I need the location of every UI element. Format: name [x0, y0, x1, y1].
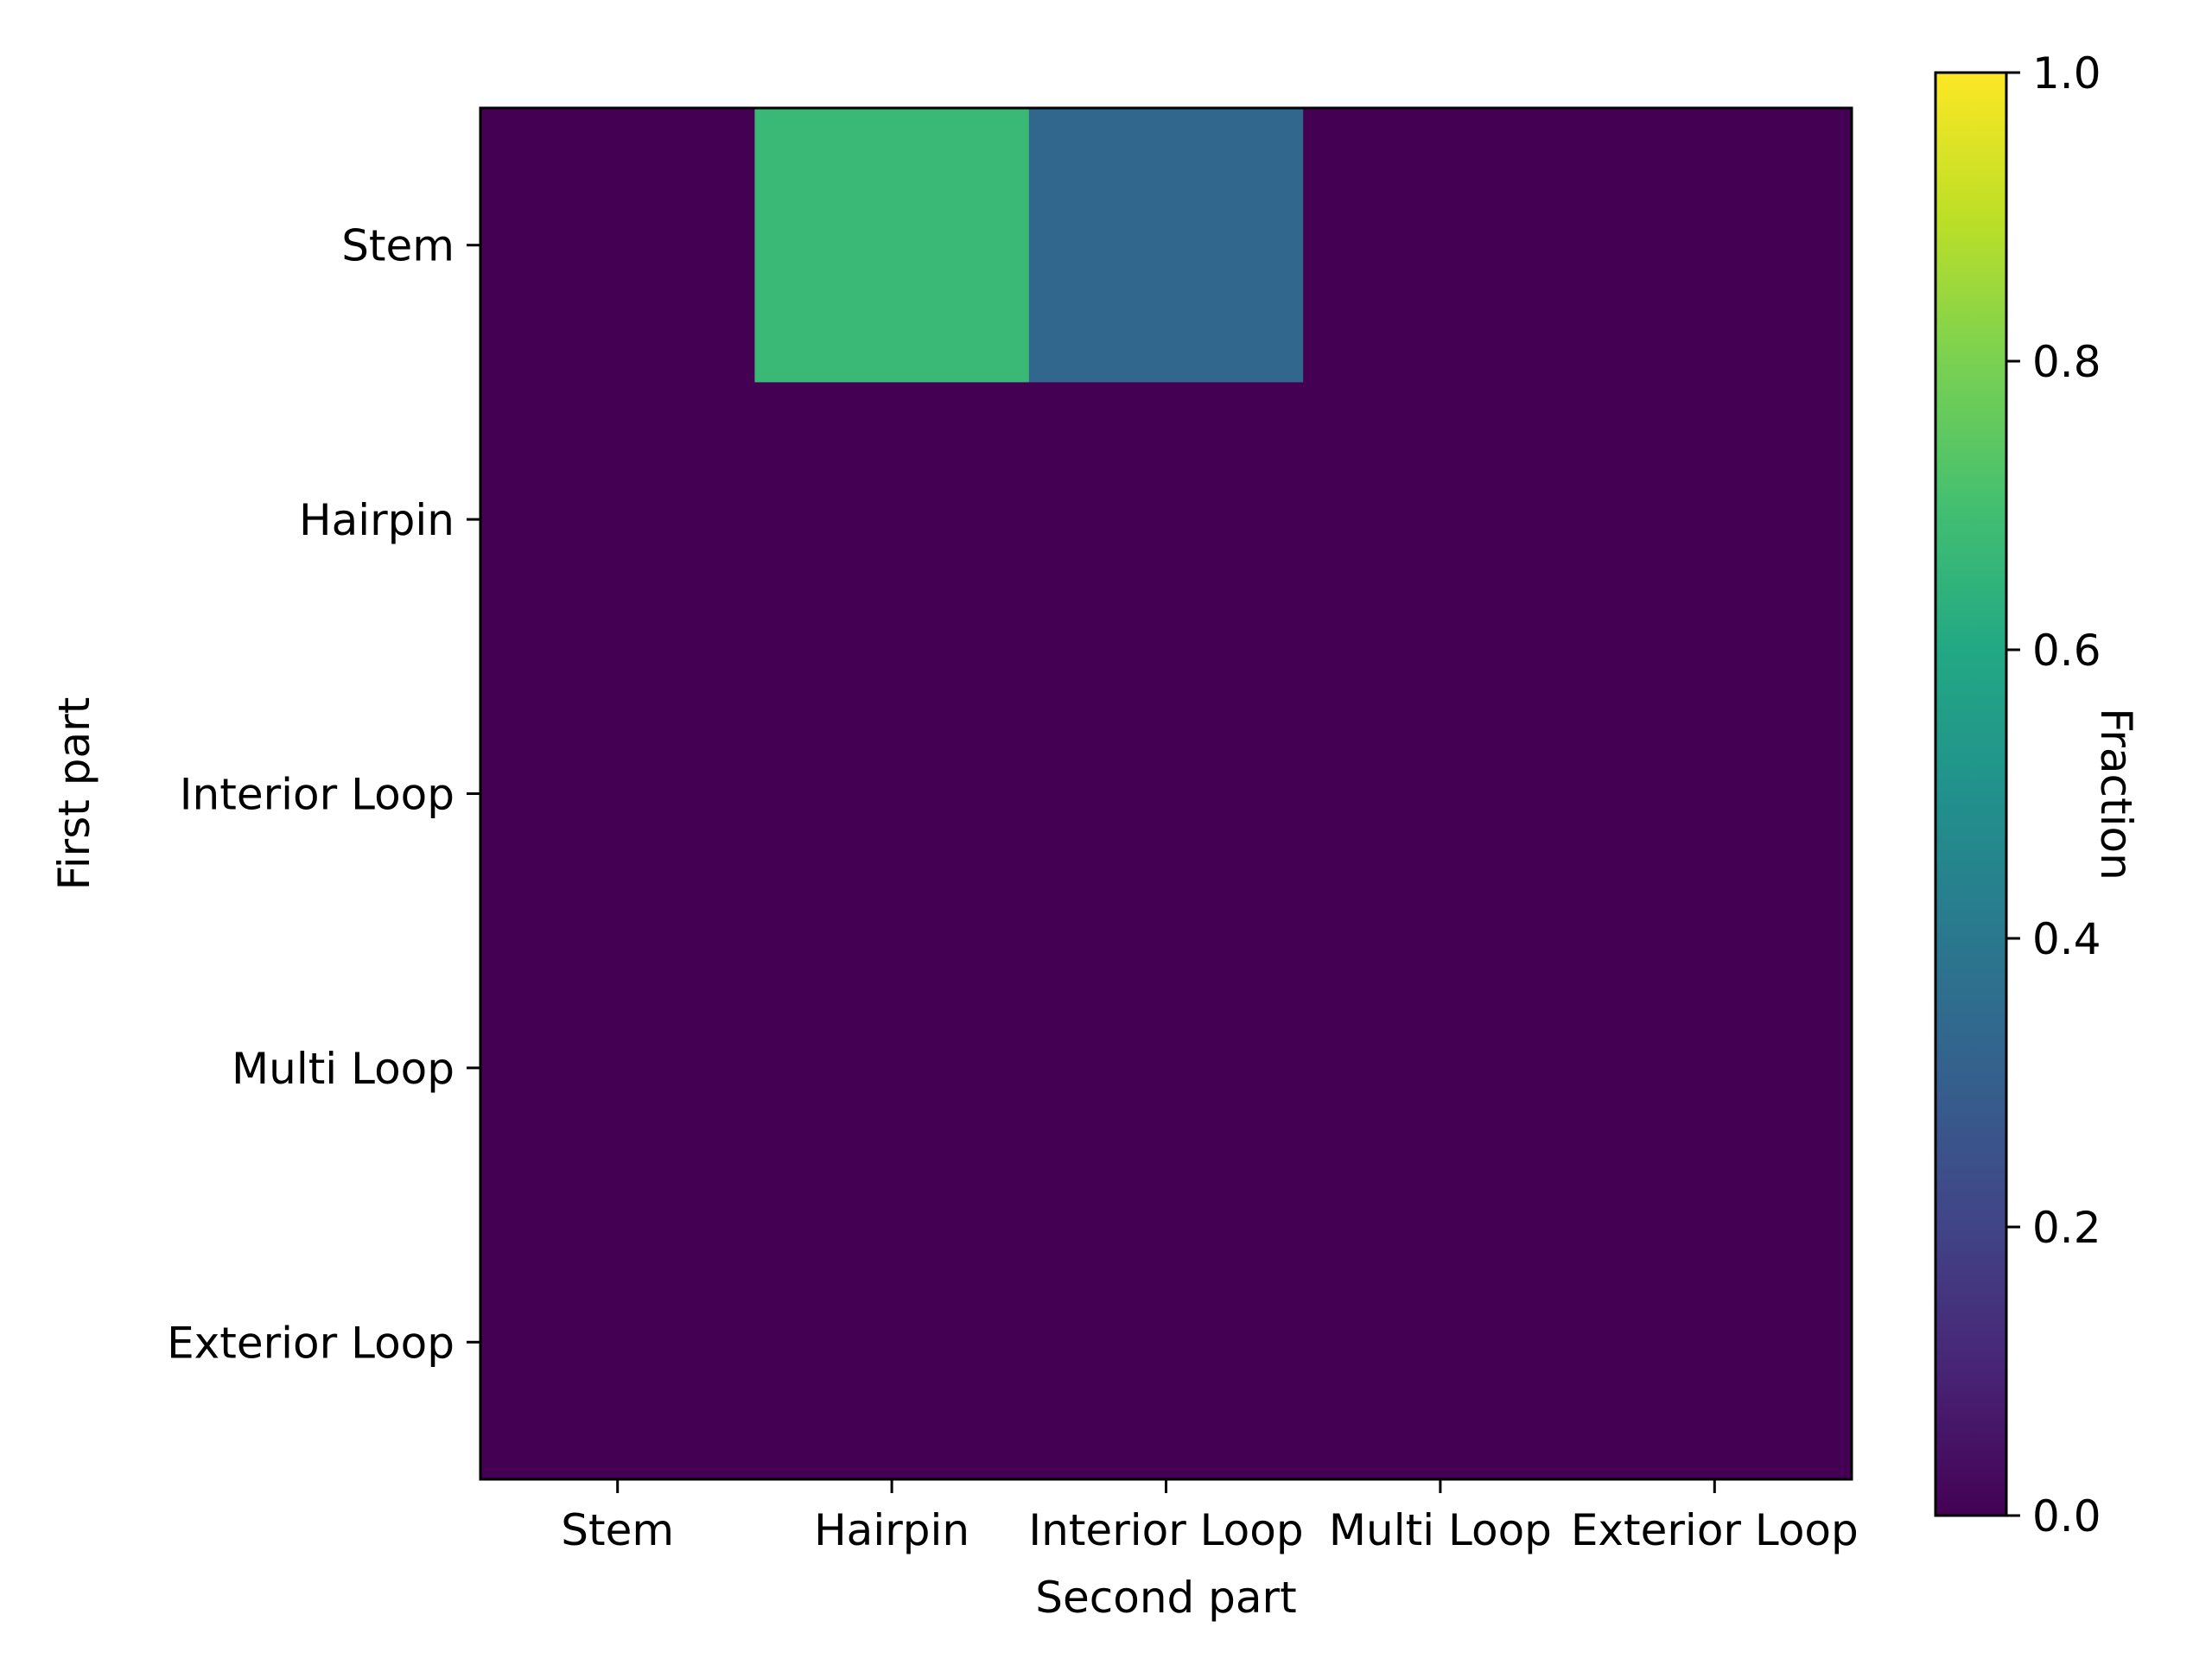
heatmap-cell — [754, 656, 1030, 931]
x-tick-label: Multi Loop — [1329, 1505, 1552, 1555]
heatmap-cell — [754, 382, 1030, 658]
heatmap-cell — [1303, 382, 1579, 658]
heatmap-cell — [754, 108, 1030, 384]
heatmap-cell — [1303, 1205, 1579, 1480]
colorbar-tick-label: 0.4 — [2032, 914, 2101, 964]
heatmap-cell — [480, 1205, 756, 1480]
colorbar-ticks: 0.0 0.2 0.4 0.6 0.8 1.0 — [2006, 48, 2101, 1541]
y-axis-label: First part — [49, 697, 99, 891]
y-axis: Stem Hairpin Interior Loop Multi Loop Exteri… — [167, 221, 480, 1368]
y-tick-label: Hairpin — [299, 495, 454, 545]
colorbar: 0.0 0.2 0.4 0.6 0.8 1.0 Fraction — [1934, 48, 2141, 1541]
colorbar-gradient — [1934, 71, 2008, 1517]
colorbar-tick-label: 0.2 — [2032, 1203, 2101, 1253]
heatmap-cell — [1028, 108, 1304, 384]
x-axis: Stem Hairpin Interior Loop Multi Loop Exteri… — [561, 1479, 1859, 1555]
heatmap-cell — [1577, 656, 1853, 931]
heatmap-cell — [1028, 382, 1304, 658]
x-tick-label: Stem — [561, 1505, 674, 1555]
x-tick-label: Hairpin — [814, 1505, 969, 1555]
heatmap-cell — [1577, 108, 1853, 384]
colorbar-tick-label: 0.6 — [2032, 626, 2101, 676]
colorbar-tick-label: 0.8 — [2032, 337, 2101, 387]
heatmap-cell — [1577, 1205, 1853, 1480]
y-tick-label: Interior Loop — [180, 770, 454, 820]
heatmap-cell — [754, 931, 1030, 1206]
heatmap-cell — [1303, 656, 1579, 931]
colorbar-tick-label: 0.0 — [2032, 1491, 2101, 1541]
heatmap-cell — [1028, 931, 1304, 1206]
colorbar-tick-label: 1.0 — [2032, 48, 2101, 99]
heatmap-cell — [754, 1205, 1030, 1480]
heatmap-cell — [1303, 108, 1579, 384]
heatmap-cell — [480, 931, 756, 1206]
heatmap-cell — [1303, 931, 1579, 1206]
x-tick-label: Exterior Loop — [1571, 1505, 1859, 1555]
heatmap-cell — [1028, 1205, 1304, 1480]
colorbar-label: Fraction — [2091, 708, 2141, 880]
y-tick-label: Exterior Loop — [167, 1318, 454, 1368]
heatmap-cell — [1028, 656, 1304, 931]
heatmap-cell — [480, 108, 756, 384]
heatmap-cell — [480, 656, 756, 931]
heatmap-cell — [1577, 382, 1853, 658]
y-tick-label: Stem — [341, 221, 454, 271]
x-tick-label: Interior Loop — [1028, 1505, 1303, 1555]
x-axis-label: Second part — [1035, 1573, 1296, 1623]
heatmap-cell — [1577, 931, 1853, 1206]
y-tick-label: Multi Loop — [232, 1044, 454, 1094]
heatmap-cells — [480, 108, 1853, 1480]
heatmap-cell — [480, 382, 756, 658]
